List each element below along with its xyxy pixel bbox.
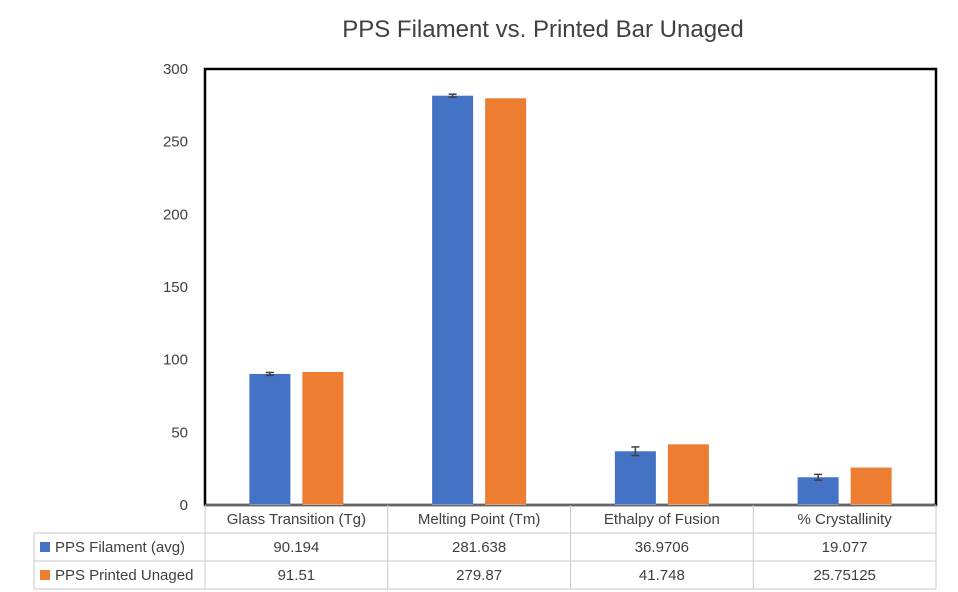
legend-swatch xyxy=(40,542,50,552)
y-tick-label: 300 xyxy=(163,61,188,78)
x-tick-label: Ethalpy of Fusion xyxy=(604,511,720,528)
bars xyxy=(249,93,892,506)
y-tick-label: 150 xyxy=(163,279,188,296)
y-axis: 0 50 100 150 200 250 300 xyxy=(163,61,188,514)
legend-label: PPS Printed Unaged xyxy=(55,567,193,584)
legend-swatch xyxy=(40,570,50,580)
bar-filament xyxy=(614,451,656,505)
data-label: 90.194 xyxy=(273,539,319,556)
x-tick-label: % Crystallinity xyxy=(798,511,893,528)
data-label: 281.638 xyxy=(452,539,506,556)
y-tick-label: 0 xyxy=(180,497,188,514)
chart-title: PPS Filament vs. Printed Bar Unaged xyxy=(342,16,744,43)
bar-filament xyxy=(797,477,839,505)
y-tick-label: 50 xyxy=(171,424,188,441)
x-tick-label: Glass Transition (Tg) xyxy=(227,511,366,528)
data-label: 19.077 xyxy=(822,539,868,556)
data-table: Glass Transition (Tg) Melting Point (Tm) E… xyxy=(33,504,937,590)
bar-filament xyxy=(432,95,474,506)
y-tick-label: 100 xyxy=(163,352,188,369)
bar-printed-unaged xyxy=(302,372,344,505)
bar-printed-unaged xyxy=(485,98,527,505)
data-label: 36.9706 xyxy=(635,539,689,556)
data-label: 279.87 xyxy=(456,567,502,584)
y-tick-label: 250 xyxy=(163,134,188,151)
bar-filament xyxy=(249,373,291,505)
data-label: 41.748 xyxy=(639,567,685,584)
bar-printed-unaged xyxy=(850,467,892,505)
data-label: 25.75125 xyxy=(813,567,876,584)
data-label: 91.51 xyxy=(278,567,316,584)
bar-printed-unaged xyxy=(667,444,709,505)
legend-label: PPS Filament (avg) xyxy=(55,539,185,556)
y-tick-label: 200 xyxy=(163,206,188,223)
x-tick-label: Melting Point (Tm) xyxy=(418,511,541,528)
